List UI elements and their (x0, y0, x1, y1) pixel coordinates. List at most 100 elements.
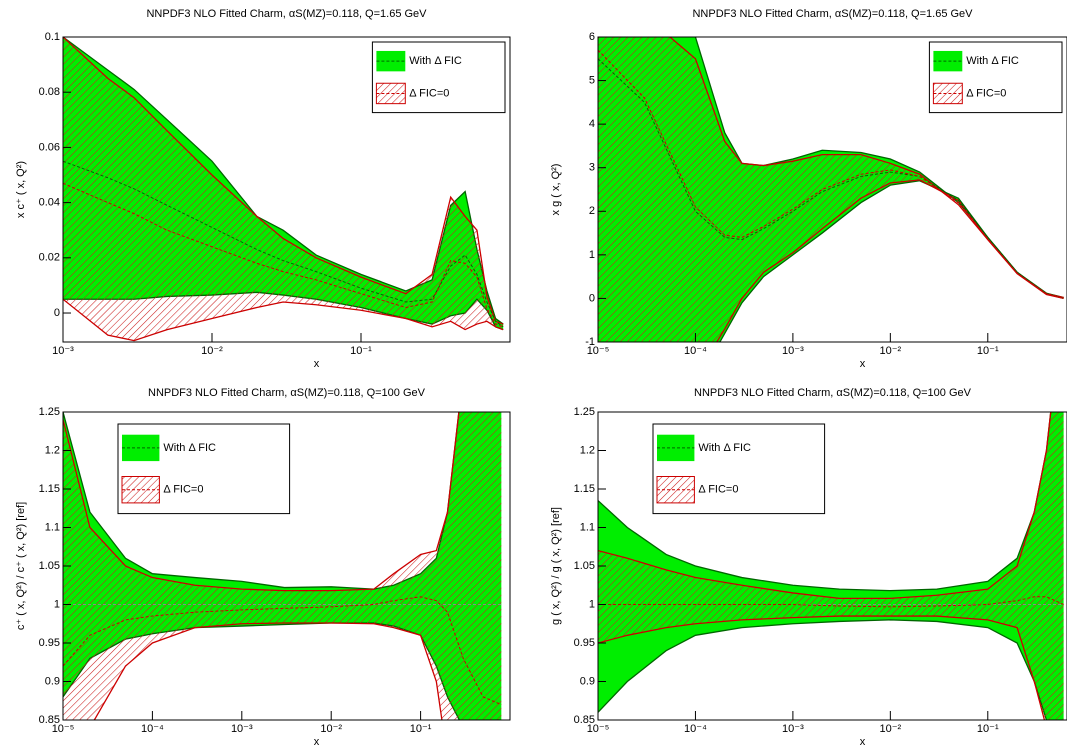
y-tick-label: 0.04 (39, 197, 60, 209)
plot-frame (597, 36, 1067, 343)
y-tick-label: 0.1 (45, 31, 60, 43)
x-tick-label: 10⁻⁵ (52, 723, 75, 735)
band-fill (598, 412, 1064, 720)
legend: With Δ FIC Δ FIC=0 (652, 423, 826, 515)
y-tick-label: 1 (54, 598, 60, 610)
legend-label: Δ FIC=0 (163, 484, 203, 496)
y-tick-label: 6 (589, 31, 595, 43)
y-tick-label: 0.02 (39, 252, 60, 264)
y-tick-label: 1.25 (574, 406, 595, 418)
y-tick-label: 1.15 (39, 483, 60, 495)
plot-frame (62, 411, 511, 721)
central-line (598, 58, 1064, 299)
band-lower-edge (598, 615, 1046, 720)
band-upper-edge (63, 37, 504, 325)
y-axis-label: c⁺ ( x, Q²) / c⁺ ( x, Q²) [ref] (15, 502, 27, 630)
plot-area (63, 37, 504, 342)
y-tick-label: 0.85 (574, 714, 595, 726)
band-upper-edge (598, 412, 1052, 599)
x-axis-label: x (314, 736, 320, 748)
legend-label: With Δ FIC (409, 55, 462, 67)
central-line (598, 596, 1064, 608)
band-upper-edge (63, 412, 460, 592)
y-tick-label: 0.9 (45, 675, 60, 687)
plot-area (598, 37, 1064, 342)
y-tick-label: 2 (589, 205, 595, 217)
y-tick-label: 0.06 (39, 141, 60, 153)
y-tick-label: 4 (589, 118, 595, 130)
y-tick-label: 1 (589, 598, 595, 610)
x-axis-label: x (860, 736, 866, 748)
chart-title: NNPDF3 NLO Fitted Charm, αS(MZ)=0.118, Q… (148, 387, 426, 399)
band-fill (598, 412, 1064, 720)
chart-title: NNPDF3 NLO Fitted Charm, αS(MZ)=0.118, Q… (694, 387, 972, 399)
x-tick-label: 10⁻⁴ (141, 723, 164, 735)
band-lower-edge (63, 298, 504, 342)
x-tick-label: 10⁻⁵ (587, 723, 610, 735)
central-line (63, 182, 504, 328)
y-tick-label: 1.05 (574, 560, 595, 572)
y-tick-label: 1.2 (45, 444, 60, 456)
plot-frame (597, 411, 1067, 721)
y-tick-label: 1.1 (45, 521, 60, 533)
x-axis-label: x (860, 358, 866, 370)
legend: With Δ FIC Δ FIC=0 (928, 41, 1063, 114)
y-axis-label: x c⁺ ( x, Q²) (15, 161, 27, 218)
y-tick-label: 1.05 (39, 560, 60, 572)
x-tick-label: 10⁻² (879, 345, 901, 357)
central-line (63, 596, 502, 706)
y-tick-label: 0.95 (574, 637, 595, 649)
legend-swatch (933, 50, 963, 72)
x-axis-label: x (314, 358, 320, 370)
y-tick-label: 0 (54, 307, 60, 319)
plot-frame (62, 36, 511, 343)
legend-label: With Δ FIC (966, 55, 1019, 67)
legend-swatch (376, 50, 406, 72)
band-fill (63, 37, 504, 341)
x-tick-label: 10⁻¹ (977, 345, 999, 357)
x-tick-label: 10⁻² (320, 723, 342, 735)
y-tick-label: 0.9 (580, 675, 595, 687)
plot-area (63, 412, 502, 720)
legend-label: With Δ FIC (163, 442, 216, 454)
plot-area (598, 412, 1064, 720)
y-axis-label: x g ( x, Q²) (550, 164, 562, 216)
legend: With Δ FIC Δ FIC=0 (117, 423, 291, 515)
legend-label: Δ FIC=0 (698, 484, 738, 496)
y-tick-label: 0.08 (39, 86, 60, 98)
band-lower-edge (93, 622, 443, 720)
y-tick-label: 1 (589, 249, 595, 261)
central-line (63, 160, 504, 328)
legend-label: Δ FIC=0 (409, 87, 449, 99)
x-tick-label: 10⁻³ (782, 345, 804, 357)
x-tick-label: 10⁻⁴ (684, 723, 707, 735)
x-tick-label: 10⁻² (879, 723, 901, 735)
y-tick-label: 5 (589, 74, 595, 86)
band-lower-edge (598, 619, 1048, 720)
chart-title: NNPDF3 NLO Fitted Charm, αS(MZ)=0.118, Q… (692, 8, 973, 20)
y-tick-label: 0.95 (39, 637, 60, 649)
legend: With Δ FIC Δ FIC=0 (371, 41, 506, 114)
x-tick-label: 10⁻¹ (350, 345, 372, 357)
legend-label: With Δ FIC (698, 442, 751, 454)
y-tick-label: 3 (589, 162, 595, 174)
y-tick-label: -1 (585, 336, 595, 348)
legend-swatch (932, 82, 963, 105)
y-tick-label: 1.2 (580, 444, 595, 456)
x-tick-label: 10⁻¹ (977, 723, 999, 735)
y-tick-label: 0.85 (39, 714, 60, 726)
y-tick-label: 1.25 (39, 406, 60, 418)
y-tick-label: 1.1 (580, 521, 595, 533)
x-tick-label: 10⁻⁵ (587, 345, 610, 357)
y-tick-label: 1.15 (574, 483, 595, 495)
x-tick-label: 10⁻¹ (410, 723, 432, 735)
legend-swatch (375, 82, 406, 105)
central-line (598, 49, 1064, 299)
y-tick-label: 0 (589, 292, 595, 304)
legend-label: Δ FIC=0 (966, 87, 1006, 99)
x-tick-label: 10⁻⁴ (684, 345, 707, 357)
x-tick-label: 10⁻² (201, 345, 223, 357)
band-fill (63, 412, 502, 720)
x-tick-label: 10⁻³ (782, 723, 804, 735)
